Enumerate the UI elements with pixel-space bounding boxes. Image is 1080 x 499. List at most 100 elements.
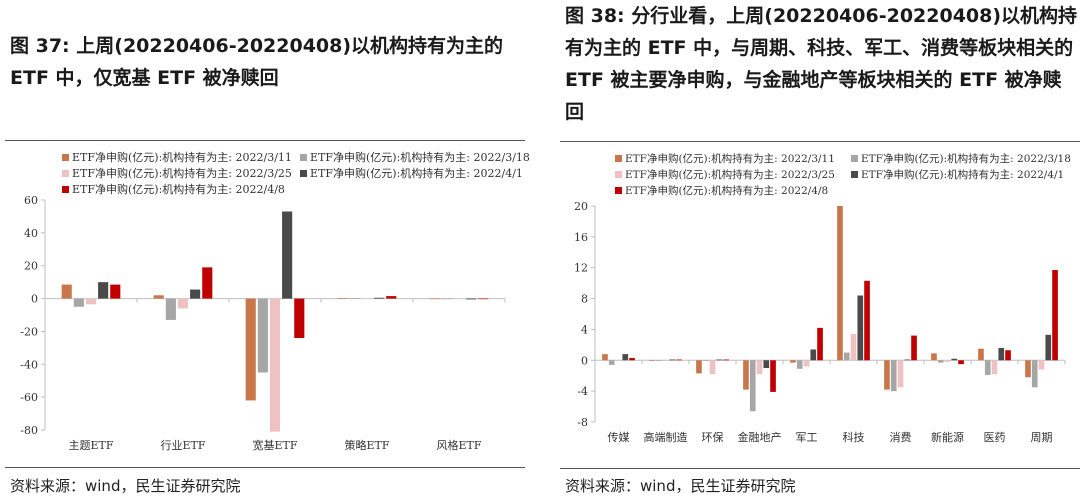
bar xyxy=(864,280,870,361)
chart-right: ETF净申购(亿元):机构持有为主: 2022/3/11 ETF净申购(亿元):机… xyxy=(574,152,1071,444)
bottom-divider xyxy=(560,468,1080,469)
y-tick-label: 4 xyxy=(581,323,588,336)
bar xyxy=(269,298,281,432)
bar xyxy=(629,357,635,361)
bar xyxy=(98,282,109,299)
bar xyxy=(817,327,823,361)
bar xyxy=(884,360,890,390)
x-category-label: 医药 xyxy=(984,431,1006,444)
legend-label: ETF净申购(亿元):机构持有为主: 2022/3/25 xyxy=(625,168,835,181)
bar xyxy=(177,298,189,309)
legend-label: ETF净申购(亿元):机构持有为主: 2022/3/25 xyxy=(72,166,292,180)
bar xyxy=(937,360,944,363)
bar xyxy=(716,359,723,361)
bar xyxy=(790,360,796,363)
y-tick-label: -4 xyxy=(577,385,588,398)
bar xyxy=(386,296,397,299)
legend-swatch xyxy=(851,155,858,162)
bar xyxy=(763,360,770,368)
bar xyxy=(796,360,803,369)
bar xyxy=(911,335,917,361)
bar xyxy=(743,360,749,390)
x-category-label: 周期 xyxy=(1031,431,1053,444)
x-category-label: 宽基ETF xyxy=(253,438,298,452)
y-tick-label: -60 xyxy=(20,391,38,404)
bar xyxy=(944,360,951,362)
legend-swatch xyxy=(62,170,69,177)
y-tick-label: 40 xyxy=(24,227,38,240)
bar xyxy=(723,359,729,361)
x-category-label: 金融地产 xyxy=(738,430,782,444)
bar xyxy=(890,360,897,392)
bar xyxy=(702,360,709,361)
bar xyxy=(803,360,810,367)
x-category-label: 环保 xyxy=(702,430,724,444)
legend-label: ETF净申购(亿元):机构持有为主: 2022/3/18 xyxy=(310,150,530,164)
source-note: 资料来源：wind，民生证券研究院 xyxy=(565,477,796,495)
bar xyxy=(85,298,97,305)
y-tick-label: 60 xyxy=(24,194,38,207)
bar xyxy=(110,284,121,299)
bar xyxy=(608,360,615,365)
bar xyxy=(61,284,72,299)
figure-title: 图 37: 上周(20220406-20220408)以机构持有为主的 ETF … xyxy=(10,35,504,89)
legend-swatch xyxy=(615,187,622,194)
legend-swatch xyxy=(615,171,622,178)
bar xyxy=(662,360,669,361)
bar xyxy=(441,298,452,300)
bar xyxy=(850,334,857,361)
x-category-label: 策略ETF xyxy=(345,438,390,452)
y-tick-label: 20 xyxy=(24,260,38,273)
x-category-label: 主题ETF xyxy=(69,439,114,452)
bar xyxy=(1038,360,1045,370)
right-panel: 图 38: 分行业看，上周(20220406-20220408)以机构持有为主的… xyxy=(555,0,1080,499)
legend-swatch xyxy=(62,186,69,193)
source-note: 资料来源：wind，民生证券研究院 xyxy=(10,477,241,495)
bar xyxy=(190,289,201,299)
x-category-label: 传媒 xyxy=(608,431,630,444)
bar xyxy=(655,360,662,361)
bar xyxy=(709,360,716,375)
bar xyxy=(361,298,373,300)
figure-title: 图 38: 分行业看，上周(20220406-20220408)以机构持有为主的… xyxy=(565,5,1078,123)
y-tick-label: 0 xyxy=(581,354,588,367)
x-category-label: 高端制造 xyxy=(644,430,688,444)
bar xyxy=(202,267,213,299)
bar xyxy=(770,360,776,392)
bar xyxy=(676,359,682,361)
y-tick-label: 0 xyxy=(31,293,38,306)
y-tick-label: -80 xyxy=(20,424,38,437)
bar xyxy=(282,211,293,299)
bar xyxy=(1025,360,1031,378)
x-category-label: 行业ETF xyxy=(161,439,206,452)
bar xyxy=(978,348,984,361)
x-category-label: 风格ETF xyxy=(437,438,482,452)
legend-swatch xyxy=(615,155,622,162)
legend-label: ETF净申购(亿元):机构持有为主: 2022/3/11 xyxy=(72,150,292,164)
x-category-label: 军工 xyxy=(796,431,818,444)
bar xyxy=(349,298,360,299)
bar xyxy=(857,295,864,361)
bar xyxy=(756,360,763,375)
x-category-label: 消费 xyxy=(890,430,912,444)
bar xyxy=(374,297,385,299)
bar xyxy=(904,359,911,361)
bar xyxy=(810,349,817,361)
bar xyxy=(615,360,622,361)
bar xyxy=(649,360,655,361)
bar xyxy=(984,360,991,375)
y-tick-label: -40 xyxy=(20,358,38,371)
bar xyxy=(669,359,676,361)
bar xyxy=(453,298,465,300)
legend-label: ETF净申购(亿元):机构持有为主: 2022/4/1 xyxy=(310,166,523,180)
legend-label: ETF净申购(亿元):机构持有为主: 2022/4/1 xyxy=(861,168,1064,181)
bar xyxy=(897,360,904,388)
bar xyxy=(843,352,850,361)
top-divider xyxy=(5,140,525,141)
bar xyxy=(165,298,176,320)
bar xyxy=(73,298,84,307)
bar xyxy=(478,298,489,300)
y-tick-label: 20 xyxy=(574,200,588,213)
x-category-label: 科技 xyxy=(843,430,865,444)
bar xyxy=(602,354,608,361)
